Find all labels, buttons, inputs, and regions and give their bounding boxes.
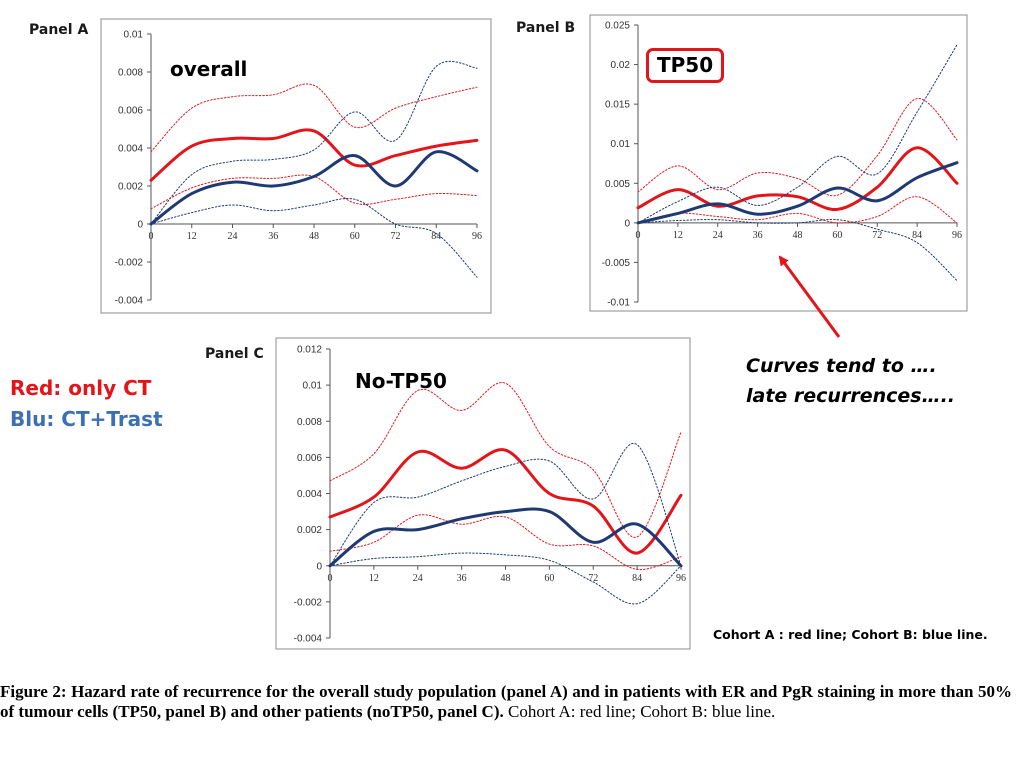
- y-tick-label: 0.01: [124, 30, 144, 41]
- series-line-red-ci: [329, 514, 682, 570]
- chart-frame: [100, 18, 492, 314]
- y-tick-label: -0.01: [607, 298, 630, 309]
- x-tick-label: 24: [713, 230, 723, 241]
- y-tick-label: 0.01: [303, 381, 323, 392]
- panel-b-label: Panel B: [516, 20, 576, 36]
- x-tick-label: 60: [832, 230, 842, 241]
- x-tick-label: 60: [544, 573, 554, 584]
- x-tick-label: 60: [350, 231, 360, 242]
- x-tick-label: 48: [793, 230, 803, 241]
- series-line-red-ci: [637, 98, 958, 197]
- series-line-blue-ci: [329, 552, 682, 605]
- chart-panel-0: 0.01 0.008 0.006 0.004 0.002 0 -0.002 -0.004 0 12…: [100, 18, 492, 314]
- annotation-arrow: [778, 255, 841, 338]
- y-tick-label: 0: [137, 220, 143, 231]
- x-tick-label: 0: [149, 231, 154, 242]
- y-tick-label: -0.002: [115, 258, 144, 269]
- x-tick-label: 72: [588, 573, 598, 584]
- x-tick-label: 24: [228, 231, 238, 242]
- series-line-blue-ci: [150, 60, 478, 225]
- y-tick-label: -0.004: [115, 296, 144, 307]
- series-line-blue-main: [636, 161, 959, 225]
- chart-panel-2: 0.012 0.01 0.008 0.006 0.004 0.002 0 -0.002 -0.0…: [275, 337, 691, 650]
- x-tick-label: 96: [952, 230, 962, 241]
- annotation-line-2: late recurrences…..: [746, 385, 956, 407]
- chart-frame: [275, 337, 691, 650]
- x-tick-label: 0: [328, 573, 333, 584]
- x-tick-label: 84: [632, 573, 642, 584]
- x-tick-label: 48: [501, 573, 511, 584]
- panel-b-title: TP50: [646, 48, 725, 83]
- y-tick-label: 0.004: [297, 489, 322, 500]
- y-tick-label: 0.015: [605, 100, 630, 111]
- y-tick-label: 0.006: [297, 453, 322, 464]
- x-tick-label: 12: [187, 231, 197, 242]
- x-tick-label: 36: [268, 231, 278, 242]
- chart-panel-1: 0.025 0.02 0.015 0.01 0.005 0 -0.005 -0.01 0 12 24…: [589, 14, 968, 312]
- series-line-blue-ci: [637, 44, 958, 224]
- x-tick-label: 12: [673, 230, 683, 241]
- series-line-red-main: [328, 448, 683, 555]
- cohort-note: Cohort A : red line; Cohort B: blue line…: [713, 627, 988, 642]
- y-tick-label: 0.01: [611, 139, 631, 150]
- panel-a-label: Panel A: [29, 22, 89, 38]
- y-tick-label: 0.012: [297, 345, 322, 356]
- x-tick-label: 36: [753, 230, 763, 241]
- x-tick-label: 24: [413, 573, 423, 584]
- caption-normal: Cohort A: red line; Cohort B: blue line.: [503, 702, 776, 721]
- panel-c-label: Panel C: [205, 346, 264, 362]
- x-tick-label: 84: [431, 231, 441, 242]
- series-line-red-main: [636, 146, 959, 211]
- y-tick-label: 0.002: [297, 525, 322, 536]
- y-tick-label: 0.008: [297, 417, 322, 428]
- y-tick-label: 0: [624, 218, 630, 229]
- series-line-red-main: [149, 128, 479, 182]
- y-tick-label: 0.025: [605, 21, 630, 32]
- x-tick-label: 12: [369, 573, 379, 584]
- figure-caption: Figure 2: Hazard rate of recurrence for …: [0, 682, 1012, 722]
- y-tick-label: 0: [316, 561, 322, 572]
- x-tick-label: 36: [457, 573, 467, 584]
- legend-blue-ct-trast: Blu: CT+Trast: [10, 407, 163, 431]
- series-line-red-ci: [637, 196, 958, 224]
- x-tick-label: 48: [309, 231, 319, 242]
- caption-bold: Figure 2: Hazard rate of recurrence for …: [0, 682, 1012, 721]
- y-tick-label: 0.002: [118, 182, 143, 193]
- y-tick-label: -0.002: [294, 597, 323, 608]
- chart-frame: [589, 14, 968, 312]
- panel-a-title: overall: [170, 57, 248, 81]
- y-tick-label: 0.004: [118, 144, 143, 155]
- y-tick-label: 0.005: [605, 179, 630, 190]
- series-line-red-ci: [150, 83, 478, 153]
- annotation-line-1: Curves tend to ….: [746, 355, 937, 377]
- series-line-blue-ci: [150, 198, 478, 278]
- y-tick-label: -0.004: [294, 634, 323, 645]
- y-tick-label: 0.006: [118, 106, 143, 117]
- y-tick-label: 0.02: [611, 60, 631, 71]
- x-tick-label: 96: [676, 573, 686, 584]
- series-line-blue-main: [328, 507, 683, 568]
- x-tick-label: 84: [912, 230, 922, 241]
- x-tick-label: 96: [472, 231, 482, 242]
- legend-red-ct: Red: only CT: [10, 376, 152, 400]
- series-line-red-ci: [329, 382, 682, 538]
- y-tick-label: 0.008: [118, 68, 143, 79]
- x-tick-label: 72: [391, 231, 401, 242]
- x-tick-label: 0: [636, 230, 641, 241]
- series-line-blue-main: [149, 150, 479, 226]
- panel-c-title: No-TP50: [355, 369, 447, 393]
- y-tick-label: -0.005: [602, 258, 631, 269]
- series-line-blue-ci: [637, 218, 958, 282]
- x-tick-label: 72: [872, 230, 882, 241]
